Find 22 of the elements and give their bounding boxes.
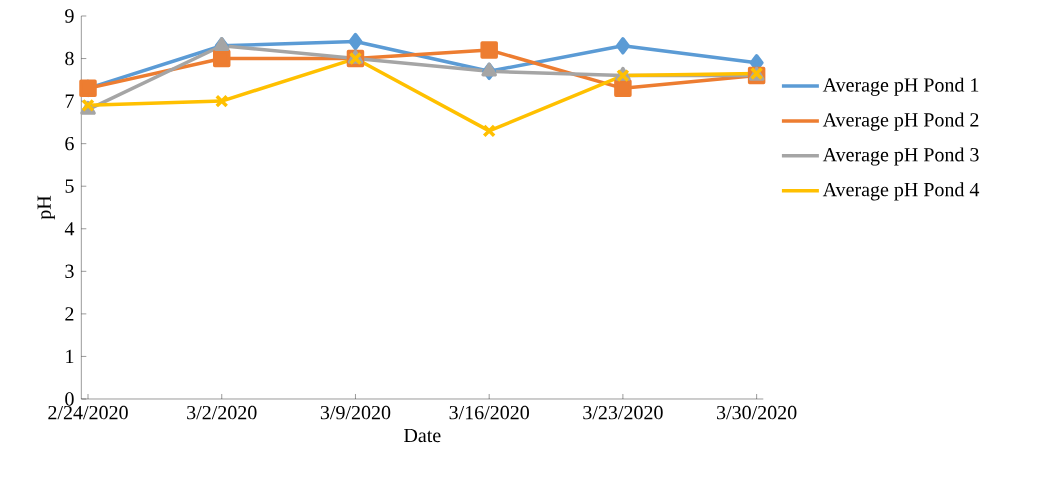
legend-label: Average pH Pond 2: [822, 112, 979, 131]
legend-label: Average pH Pond 3: [822, 147, 979, 166]
y-tick-label: 5: [65, 179, 74, 193]
x-tick-label: 3/30/2020: [717, 405, 797, 420]
y-tick-label: 6: [65, 136, 74, 151]
y-tick-label: 2: [65, 307, 74, 321]
legend-label: Average pH Pond 1: [822, 77, 979, 96]
y-tick-label: 9: [65, 9, 74, 23]
y-axis-title: pH: [37, 195, 55, 220]
x-tick-label: 3/23/2020: [583, 405, 663, 420]
x-axis-title: Date: [404, 428, 441, 443]
y-tick-label: 8: [65, 51, 74, 66]
x-tick-label: 3/16/2020: [449, 405, 529, 420]
x-tick-label: 2/24/2020: [48, 405, 128, 420]
y-tick-label: 3: [65, 264, 74, 279]
legend-label: Average pH Pond 4: [822, 182, 980, 201]
x-tick-label: 3/2/2020: [187, 405, 257, 420]
y-tick-label: 4: [64, 222, 75, 236]
y-tick-label: 7: [65, 94, 74, 108]
y-tick-label: 1: [66, 349, 74, 364]
y-tick-label: 0: [65, 392, 74, 406]
x-tick-label: 3/9/2020: [320, 405, 391, 420]
